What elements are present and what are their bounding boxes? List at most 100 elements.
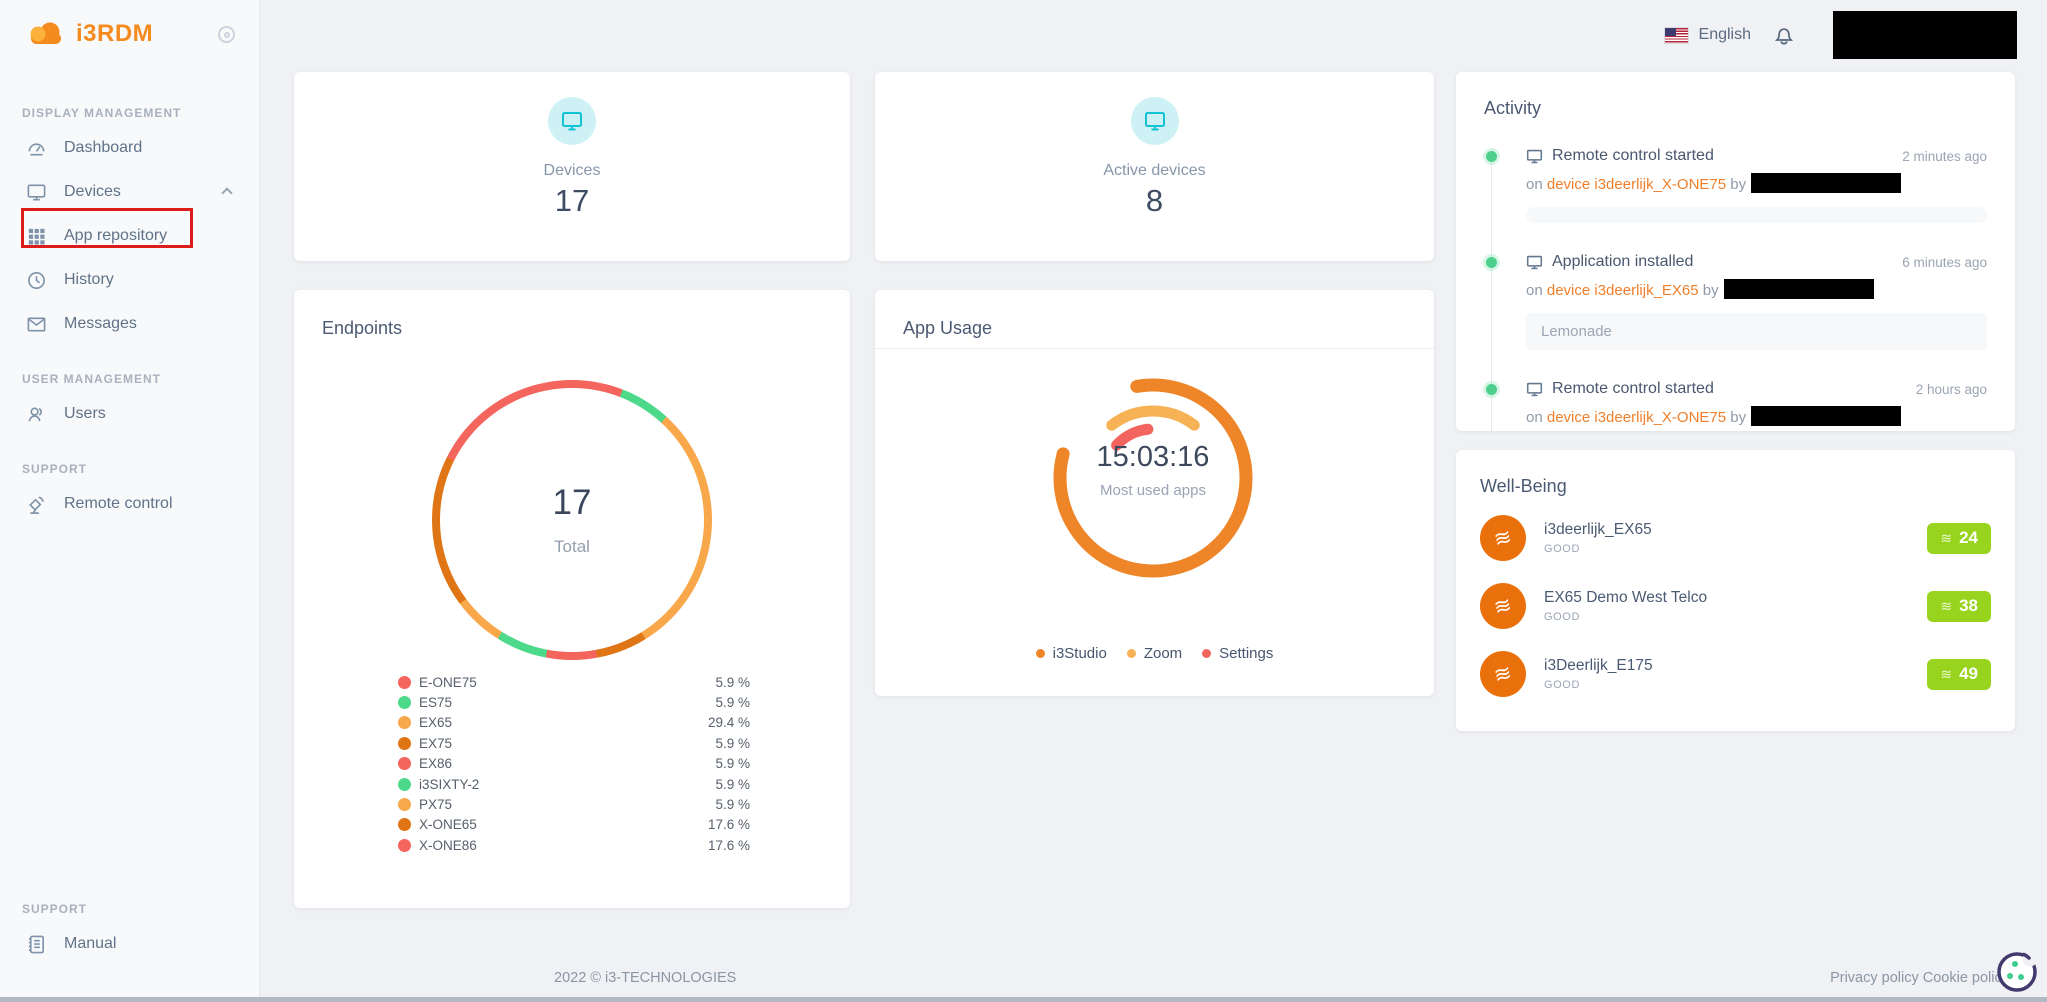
legend-row: EX86 5.9 % [398,754,750,774]
monitor-icon [1526,382,1543,396]
legend-value: 5.9 % [715,674,750,690]
card-title-wellbeing: Well-Being [1480,476,1567,496]
wave-icon: ≋ [1940,665,1953,682]
sidebar-item-label: App repository [64,227,168,244]
legend-value: 5.9 % [715,756,750,772]
stat-label: Devices [543,162,601,179]
section-user-management: USER MANAGEMENT [22,372,162,386]
redacted-user [1751,406,1902,426]
sidebar-item-devices[interactable]: Devices [0,170,259,214]
donut-center: 17 Total [440,388,704,652]
legend-dot [1035,649,1045,658]
entry-suffix: by [1702,282,1719,299]
legend-value: 17.6 % [707,837,750,853]
usage-center: 15:03:16 Most used apps [1048,441,1258,499]
sidebar-item-label: Users [64,405,106,422]
sidebar-collapse-icon[interactable] [218,26,235,43]
activity-entry: Remote control started 2 hours ago on de… [1484,380,1987,426]
brand-name: i3RDM [76,20,154,47]
usage-subtitle: Most used apps [1100,482,1206,499]
manual-icon [28,935,44,953]
redacted-user [1751,173,1902,193]
notifications-bell-icon[interactable] [1773,23,1795,47]
wellbeing-score-badge: ≋ 38 [1927,590,1991,622]
sidebar-item-users[interactable]: Users [0,392,259,436]
legend-row: i3SIXTY-2 5.9 % [398,774,750,794]
wellbeing-score-badge: ≋ 24 [1927,522,1991,554]
legend-label: i3SIXTY-2 [419,776,480,792]
legend-dot [1202,649,1212,658]
sidebar-item-dashboard[interactable]: Dashboard [0,126,259,170]
timeline-dot [1486,384,1497,395]
stat-value: 17 [554,183,590,218]
legend-dot [398,818,411,832]
us-flag-icon [1663,26,1689,44]
score-value: 24 [1959,528,1978,547]
history-icon [28,271,45,289]
entry-suffix: by [1730,409,1747,426]
wellbeing-row: ≋ i3deerlijk_EX65 GOOD ≋ 24 [1480,515,1991,561]
air-quality-icon: ≋ [1480,651,1526,697]
legend-value: 5.9 % [715,735,750,751]
legend-label: Zoom [1143,645,1183,662]
wellbeing-score-badge: ≋ 49 [1927,658,1991,690]
activity-entry-time: 2 hours ago [1915,381,1987,397]
sidebar-item-label: Manual [64,935,117,952]
user-account-redacted[interactable] [1833,11,2017,59]
legend-dot [398,736,411,750]
sidebar: i3RDM DISPLAY MANAGEMENT Dashboard Devic… [0,0,260,1002]
cookie-settings-icon[interactable] [1990,945,2044,999]
chevron-up-icon[interactable] [221,187,233,199]
legend-value: 17.6 % [707,817,750,833]
dashboard-icon [28,142,45,156]
bottom-scrollbar-strip[interactable] [0,997,2047,1002]
monitor-icon [1130,97,1179,145]
section-display-management: DISPLAY MANAGEMENT [22,106,182,120]
sidebar-item-app-repository[interactable]: App repository [0,214,259,258]
legend-label: EX86 [419,756,453,772]
device-link[interactable]: device i3deerlijk_X-ONE75 [1546,176,1727,193]
remote-control-icon [29,496,44,514]
legend-item: Zoom [1126,645,1183,662]
main-area: English Devices 17 Endpoints [260,0,2047,1002]
device-name: EX65 Demo West Telco [1544,589,1708,606]
legend-label: Settings [1219,645,1274,662]
stat-value: 8 [1145,183,1164,218]
entry-detail-bar [1526,207,1987,223]
sidebar-item-label: Dashboard [64,139,143,156]
activity-entry-title: Application installed [1552,253,1694,270]
devices-stat-card: Devices 17 [294,72,850,261]
divider [875,348,1434,349]
sidebar-item-messages[interactable]: Messages [0,302,259,346]
legend-dot [398,838,411,852]
privacy-policy-link[interactable]: Privacy policy [1830,970,1919,986]
language-selector[interactable]: English [1698,26,1751,43]
sidebar-item-history[interactable]: History [0,258,259,302]
legend-label: PX75 [419,797,453,813]
legend-label: EX65 [419,715,453,731]
legend-label: X-ONE86 [419,837,477,853]
device-link[interactable]: device i3deerlijk_X-ONE75 [1546,409,1727,426]
sidebar-item-manual[interactable]: Manual [0,922,259,966]
brand-logo: i3RDM [0,0,259,48]
device-link[interactable]: device i3deerlijk_EX65 [1546,282,1699,299]
card-title-app-usage: App Usage [903,318,993,338]
copyright-text: 2022 © i3-TECHNOLOGIES [554,970,737,986]
legend-value: 29.4 % [707,715,750,731]
legend-label: EX75 [419,735,453,751]
app-usage-card: App Usage 15:03:16 Most used apps i3Stud… [875,290,1434,696]
timeline-dot [1486,151,1497,162]
entry-prefix: on [1526,282,1543,299]
devices-icon [27,184,46,200]
legend-dot [398,675,411,689]
active-devices-stat-card: Active devices 8 [875,72,1434,261]
cloud-logo-icon [30,22,61,44]
score-value: 38 [1959,596,1978,615]
entry-suffix: by [1730,176,1747,193]
sidebar-item-remote-control[interactable]: Remote control [0,482,259,526]
legend-dot [398,696,411,710]
section-support-bottom: SUPPORT [22,902,88,916]
wellbeing-card: Well-Being ≋ i3deerlijk_EX65 GOOD ≋ 24 ≋ … [1456,450,2015,731]
cookie-policy-link[interactable]: Cookie policy [1922,970,2009,986]
activity-entry: Remote control started 2 minutes ago on … [1484,147,1987,223]
